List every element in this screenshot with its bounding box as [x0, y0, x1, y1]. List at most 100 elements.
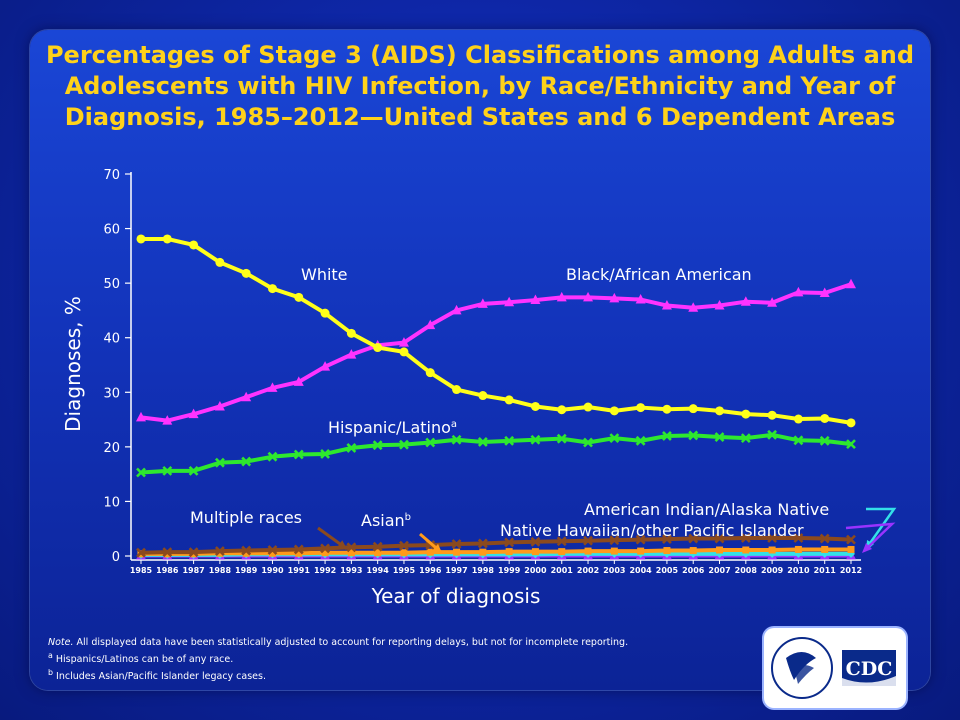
data-point: [425, 319, 436, 330]
data-point: [268, 549, 276, 557]
series-line: [141, 547, 851, 556]
y-tick-label: 40: [103, 332, 120, 347]
data-point: [320, 308, 330, 318]
data-point: [241, 391, 252, 402]
series-line: [140, 535, 852, 555]
data-point: [451, 304, 462, 315]
x-tick-label: 1985: [130, 566, 153, 575]
data-point: [636, 403, 646, 413]
data-point: [162, 234, 172, 244]
y-tick-label: 50: [103, 277, 120, 292]
data-point: [794, 545, 802, 553]
data-point: [583, 402, 593, 412]
data-point: [346, 349, 357, 359]
data-point: [558, 548, 566, 556]
footnotes: Note. All displayed data have been stati…: [48, 636, 728, 683]
data-point: [321, 549, 329, 557]
data-point: [346, 328, 356, 338]
data-point: [820, 413, 830, 423]
data-point: [398, 337, 409, 347]
data-point: [188, 408, 199, 419]
data-point: [241, 268, 251, 278]
data-point: [374, 549, 382, 557]
x-tick-label: 1990: [261, 566, 284, 575]
data-point: [662, 431, 672, 441]
arrow-asian-head: [432, 543, 442, 553]
cdc-logo-text: CDC: [846, 658, 893, 680]
footnote-b: b Includes Asian/Pacific Islander legacy…: [48, 666, 728, 683]
data-point: [214, 400, 225, 411]
x-axis-label: Year of diagnosis: [371, 584, 541, 608]
data-point: [216, 549, 224, 557]
y-tick-label: 70: [103, 168, 120, 183]
data-point: [504, 435, 515, 446]
data-point: [740, 533, 751, 543]
data-point: [583, 535, 593, 546]
data-point: [531, 548, 539, 556]
data-point: [452, 385, 462, 395]
x-tick-label: 2000: [524, 566, 547, 575]
y-tick-label: 20: [103, 441, 120, 456]
x-tick-label: 1997: [445, 566, 467, 575]
data-point: [557, 405, 567, 415]
logo-graphic: CDC: [771, 637, 896, 699]
x-tick-label: 1987: [182, 566, 204, 575]
data-point: [399, 347, 409, 357]
data-point: [767, 429, 778, 440]
x-tick-label: 1994: [367, 566, 390, 575]
chart-title: Percentages of Stage 3 (AIDS) Classifica…: [45, 41, 915, 131]
footnote-a-text: Hispanics/Latinos can be of any race.: [52, 654, 234, 666]
data-point: [742, 546, 750, 554]
data-point: [267, 545, 278, 555]
data-point: [188, 547, 199, 558]
data-point: [426, 548, 434, 556]
label-american-indian-alaska-native: American Indian/Alaska Native: [584, 500, 829, 519]
data-point: [714, 300, 725, 310]
data-point: [267, 451, 278, 462]
data-point: [584, 547, 592, 555]
arrow-multiple-races-head: [337, 540, 347, 549]
data-point: [478, 391, 488, 401]
data-point: [136, 234, 146, 244]
data-point: [714, 432, 725, 442]
data-point: [293, 544, 304, 555]
x-tick-label: 1993: [340, 566, 362, 575]
data-point: [793, 414, 803, 424]
y-tick-label: 10: [103, 495, 120, 510]
arrow-native-hawaiian-head: [862, 543, 872, 553]
data-point: [504, 537, 515, 548]
data-point: [453, 548, 461, 556]
data-point: [846, 278, 856, 289]
x-tick-label: 2012: [840, 566, 862, 575]
cdc-logo-swoosh: [842, 676, 896, 686]
data-point: [320, 449, 330, 459]
series-line: [141, 236, 852, 425]
data-point: [136, 467, 146, 478]
y-axis-label: Diagnoses, %: [61, 296, 85, 432]
data-point: [267, 382, 278, 392]
data-point: [793, 533, 804, 543]
data-point: [767, 533, 778, 543]
data-point: [819, 435, 830, 446]
data-point: [688, 302, 699, 312]
data-point: [609, 535, 620, 546]
note-label: Note.: [48, 637, 74, 648]
footnote-b-marker: b: [48, 668, 54, 678]
x-tick-label: 2007: [708, 566, 730, 575]
data-point: [821, 545, 829, 553]
data-point: [162, 415, 173, 425]
data-point: [399, 439, 409, 450]
x-tick-label: 2005: [656, 566, 679, 575]
data-point: [162, 465, 173, 476]
label-native-hawaiian-pacific-islander: Native Hawaiian/other Pacific Islander: [500, 521, 804, 540]
data-point: [688, 430, 699, 441]
data-point: [609, 406, 619, 416]
data-point: [267, 284, 277, 294]
data-point: [688, 404, 698, 414]
data-point: [530, 294, 541, 305]
data-point: [373, 343, 383, 353]
data-point: [372, 541, 383, 552]
data-point: [504, 296, 515, 307]
data-point: [530, 434, 541, 445]
